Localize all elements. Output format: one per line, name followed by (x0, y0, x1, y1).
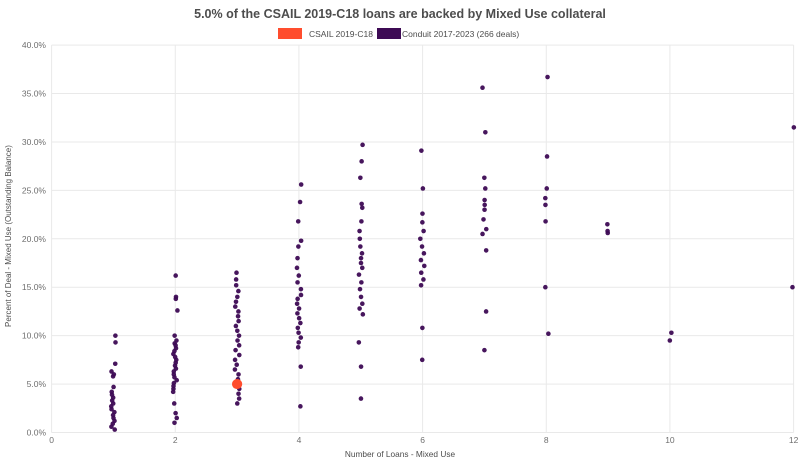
svg-text:12: 12 (789, 435, 799, 445)
svg-text:20.0%: 20.0% (22, 234, 47, 244)
svg-text:8: 8 (544, 435, 549, 445)
svg-text:30.0%: 30.0% (22, 137, 47, 147)
svg-text:2: 2 (173, 435, 178, 445)
svg-text:35.0%: 35.0% (22, 89, 47, 99)
svg-text:10: 10 (665, 435, 675, 445)
svg-text:40.0%: 40.0% (22, 40, 47, 50)
svg-text:4: 4 (297, 435, 302, 445)
svg-text:25.0%: 25.0% (22, 185, 47, 195)
svg-text:15.0%: 15.0% (22, 282, 47, 292)
svg-text:10.0%: 10.0% (22, 331, 47, 341)
svg-text:0: 0 (49, 435, 54, 445)
svg-text:5.0%: 5.0% (27, 379, 47, 389)
svg-text:6: 6 (420, 435, 425, 445)
svg-text:0.0%: 0.0% (27, 428, 47, 438)
